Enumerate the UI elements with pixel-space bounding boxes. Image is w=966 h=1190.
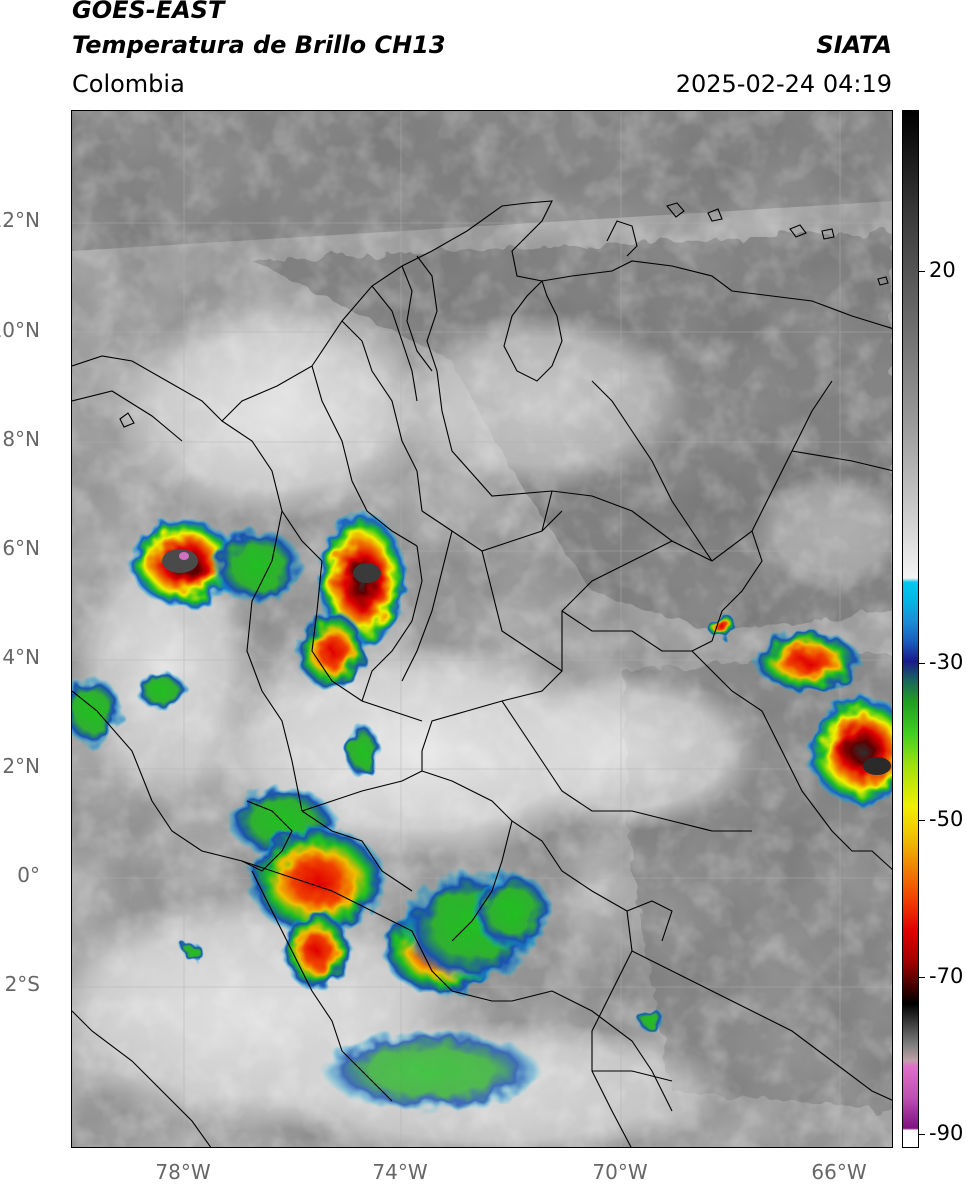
lon-tick-label: 70°W (592, 1160, 648, 1184)
agency-label: SIATA (816, 31, 892, 59)
colorbar-label: -50 (929, 807, 964, 831)
storm-core (179, 552, 189, 560)
colorbar-tick (919, 271, 925, 272)
satellite-map (71, 110, 893, 1148)
datetime-label: 2025-02-24 04:19 (675, 70, 892, 98)
map-canvas (72, 111, 892, 1147)
lat-tick-label: 6°N (2, 536, 40, 560)
lat-tick-label: 8°N (2, 427, 40, 451)
colorbar-label: -90 (929, 1121, 964, 1145)
lon-tick-label: 78°W (155, 1160, 211, 1184)
colorbar-tick (919, 977, 925, 978)
region-label: Colombia (72, 70, 185, 98)
lon-tick-label: 74°W (372, 1160, 428, 1184)
lat-tick-label: 2°S (4, 972, 40, 996)
boundaries (72, 200, 892, 1147)
colorbar-tick (919, 820, 925, 821)
lat-tick-label: 2°N (2, 754, 40, 778)
lat-tick-label: 0° (17, 863, 40, 887)
colorbar-tick (919, 1134, 925, 1135)
product-title: Temperatura de Brillo CH13 (72, 31, 446, 59)
satellite-title: GOES-EAST (72, 0, 225, 24)
storm-core (353, 563, 381, 583)
lat-tick-label: 4°N (2, 645, 40, 669)
colorbar-tick (919, 663, 925, 664)
colorbar (902, 110, 919, 1148)
colorbar-label: -70 (929, 964, 964, 988)
colorbar-label: -30 (929, 650, 964, 674)
colorbar-label: 20 (929, 258, 956, 282)
lon-tick-label: 66°W (811, 1160, 867, 1184)
lat-tick-label: 10°N (0, 318, 40, 342)
storm-core (863, 757, 891, 775)
lat-tick-label: 12°N (0, 208, 40, 232)
storm-core (162, 549, 198, 573)
